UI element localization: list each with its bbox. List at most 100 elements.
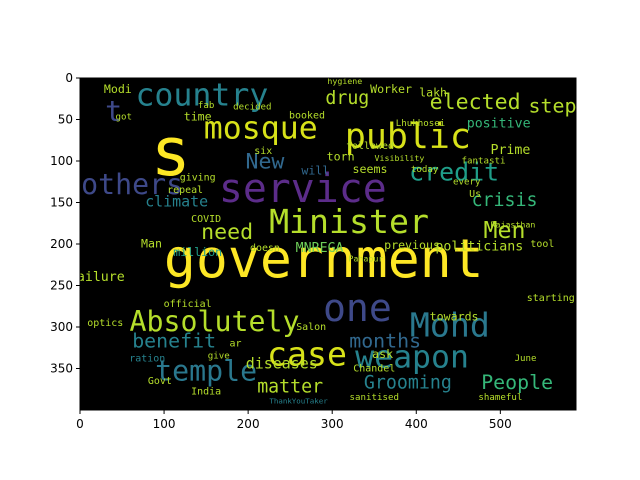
word-2: s (151, 113, 191, 191)
word-78: fab (198, 101, 214, 111)
word-52: time (184, 110, 212, 124)
word-67: June (515, 354, 537, 364)
word-47: ration (129, 354, 165, 365)
x-tick-label: 0 (76, 417, 84, 431)
word-77: got (115, 113, 131, 123)
word-25: New (245, 150, 284, 175)
word-75: Pahapur (348, 253, 383, 263)
word-4: mosque (204, 110, 318, 146)
word-21: benefit (132, 329, 216, 352)
word-15: Men (484, 217, 526, 244)
x-tick-label: 200 (237, 417, 260, 431)
word-1: service (219, 166, 387, 212)
y-tick-label: 100 (50, 154, 73, 168)
word-66: starting (527, 293, 575, 304)
word-80: hygiene (327, 76, 362, 86)
x-tick-label: 300 (321, 417, 344, 431)
word-23: need (201, 220, 253, 245)
word-54: giving (180, 173, 216, 184)
word-40: towards (430, 310, 479, 324)
word-74: give (208, 352, 230, 362)
word-16: crisis (472, 190, 538, 211)
y-tick-label: 0 (65, 71, 73, 85)
word-50: seems (353, 162, 388, 176)
word-64: fantasti (462, 157, 506, 167)
word-6: Minister (269, 202, 429, 241)
word-29: positive (467, 117, 531, 132)
y-tick-label: 150 (50, 196, 73, 210)
word-30: Prime (490, 143, 530, 158)
word-11: temple (155, 355, 257, 388)
word-cloud-image (80, 78, 576, 410)
x-axis: 0 100 200 300 400 500 (76, 410, 512, 431)
word-70: ThankYouTaker (269, 397, 328, 406)
word-10: weapon (355, 340, 469, 376)
word-61: every (453, 177, 481, 187)
word-26: others (81, 168, 183, 201)
word-34: MNREGA (296, 241, 344, 256)
y-tick-label: 50 (58, 113, 73, 127)
word-17: People (481, 371, 553, 394)
word-49: followed (346, 141, 394, 152)
word-38: million (173, 245, 222, 259)
x-tick-label: 400 (405, 417, 428, 431)
y-tick-label: 250 (50, 279, 73, 293)
word-58: lakh (419, 85, 447, 99)
word-53: booked (289, 110, 325, 121)
word-42: Chandel (353, 364, 395, 375)
word-43: India (191, 387, 221, 398)
word-20: months (349, 329, 421, 352)
word-19: matter (257, 377, 323, 398)
word-41: ask (372, 347, 393, 361)
word-57: six (254, 146, 272, 157)
word-27: t (105, 95, 122, 128)
word-56: COVID (191, 214, 221, 225)
word-45: optics (87, 318, 123, 329)
word-46: official (164, 299, 212, 310)
word-18: Grooming (364, 372, 452, 393)
word-8: one (323, 287, 392, 331)
word-7: Mohd (410, 306, 490, 345)
y-tick-label: 200 (50, 237, 73, 251)
word-55: repeal (167, 185, 203, 196)
word-71: Salon (296, 322, 326, 333)
word-73: ar (230, 339, 242, 350)
word-65: tool (530, 239, 554, 250)
word-32: Modi (104, 82, 132, 96)
word-9: case (267, 335, 347, 374)
word-37: failure (69, 270, 125, 285)
x-tick-label: 100 (153, 417, 176, 431)
word-13: credit (409, 157, 499, 186)
word-35: politicians (435, 239, 523, 254)
word-39: Man (141, 237, 162, 251)
word-31: Worker (370, 82, 412, 96)
word-62: today (411, 165, 439, 175)
word-59: Lhukhosei (396, 119, 445, 129)
word-51: will (301, 163, 329, 177)
word-12: Absolutely (130, 305, 300, 338)
word-69: sanitised (350, 393, 399, 403)
word-63: Visibility (374, 153, 424, 163)
x-tick-label: 500 (489, 417, 512, 431)
word-72: doesn (250, 243, 280, 254)
word-22: diseases (246, 354, 318, 372)
word-79: decided (233, 103, 271, 113)
word-48: torn (327, 149, 355, 163)
word-24: drug (325, 88, 369, 109)
y-axis: 0 50 100 150 200 250 300 350 (50, 71, 80, 376)
word-14: elected (430, 90, 521, 115)
y-tick-label: 300 (50, 320, 73, 334)
word-3: country (135, 77, 268, 113)
word-76: Rajasthan (490, 219, 535, 229)
word-33: climate (145, 193, 208, 211)
word-28: step (528, 95, 576, 118)
word-0: government (164, 228, 484, 290)
word-60: Us (469, 189, 481, 200)
word-44: Govt (148, 376, 172, 387)
word-36: previous (384, 238, 440, 252)
word-5: public (345, 117, 471, 157)
word-68: shameful (478, 393, 522, 403)
